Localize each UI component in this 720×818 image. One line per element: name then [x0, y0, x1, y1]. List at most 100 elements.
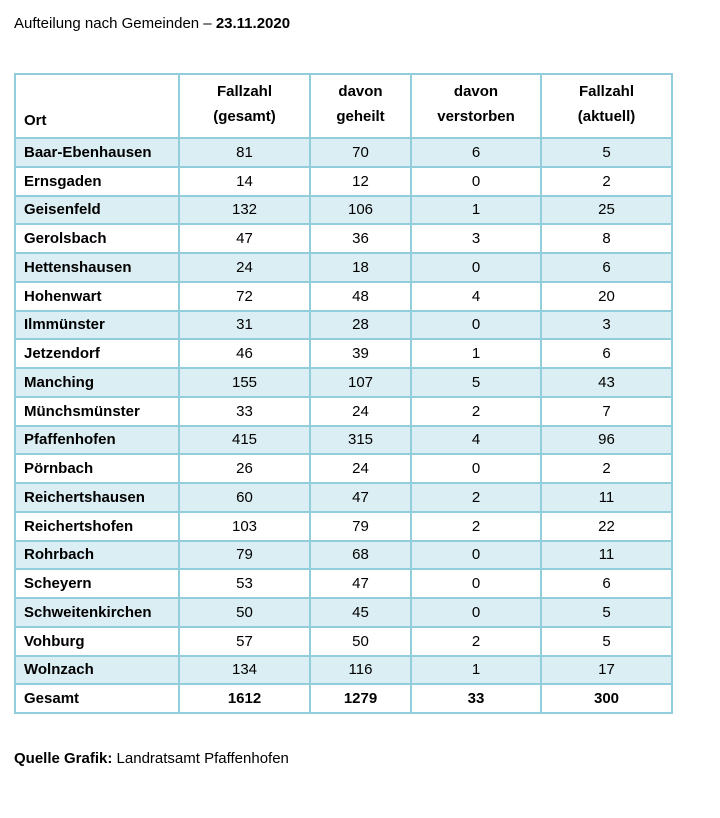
verstorben-cell: 2	[410, 510, 542, 542]
header-cell-verstorben: davon verstorben	[410, 73, 542, 139]
aktuell-cell: 96	[540, 424, 673, 456]
ort-cell: Pfaffenhofen	[14, 424, 180, 456]
cases-table: Ort Fallzahl (gesamt) davon geheilt davo…	[14, 73, 673, 714]
header-line: verstorben	[437, 108, 515, 125]
header-line: Fallzahl	[578, 83, 634, 100]
aktuell-cell: 17	[540, 654, 673, 686]
verstorben-cell: 1	[410, 654, 542, 686]
header-line: (aktuell)	[577, 108, 636, 125]
table-total-body: Gesamt 1612 1279 33 300	[14, 683, 673, 714]
aktuell-cell: 5	[540, 597, 673, 628]
verstorben-cell: 0	[410, 252, 542, 283]
verstorben-cell: 0	[410, 597, 542, 628]
gesamt-cell: 72	[178, 280, 311, 312]
table-row: Wolnzach 134 116 1 17	[14, 654, 673, 686]
geheilt-cell: 12	[309, 165, 412, 197]
geheilt-cell: 70	[309, 137, 412, 168]
table-row: Reichertshofen 103 79 2 22	[14, 510, 673, 542]
geheilt-cell: 24	[309, 453, 412, 484]
table-row: Schweitenkirchen 50 45 0 5	[14, 597, 673, 628]
page-title-date: 23.11.2020	[215, 15, 291, 32]
ort-cell: Reichertshofen	[14, 510, 180, 542]
table-row: Geisenfeld 132 106 1 25	[14, 194, 673, 226]
source-line: Quelle Grafik: Landratsamt Pfaffenhofen	[14, 749, 289, 769]
header-line: geheilt	[336, 108, 385, 125]
table-row: Jetzendorf 46 39 1 6	[14, 338, 673, 369]
geheilt-cell: 47	[309, 568, 412, 599]
geheilt-cell: 79	[309, 510, 412, 542]
table-row: Scheyern 53 47 0 6	[14, 568, 673, 599]
gesamt-cell: 46	[178, 338, 311, 369]
aktuell-cell: 2	[540, 165, 673, 197]
page-title-text: Aufteilung nach Gemeinden –	[14, 15, 212, 32]
table-row: Rohrbach 79 68 0 11	[14, 539, 673, 571]
aktuell-cell: 22	[540, 510, 673, 542]
geheilt-cell: 116	[309, 654, 412, 686]
verstorben-cell: 5	[410, 367, 542, 398]
aktuell-cell: 3	[540, 309, 673, 341]
verstorben-cell: 0	[410, 539, 542, 571]
table-body: Baar-Ebenhausen 81 70 6 5 Ernsgaden 14 12 0 2 Geis…	[14, 137, 673, 686]
aktuell-cell: 6	[540, 252, 673, 283]
ort-cell: Reichertshausen	[14, 482, 180, 513]
gesamt-cell: 103	[178, 510, 311, 542]
verstorben-cell: 0	[410, 568, 542, 599]
header-cell-ort: Ort	[14, 73, 180, 139]
ort-cell: Manching	[14, 367, 180, 398]
verstorben-cell: 0	[410, 165, 542, 197]
aktuell-cell: 43	[540, 367, 673, 398]
verstorben-cell: 4	[410, 280, 542, 312]
geheilt-cell: 24	[309, 395, 412, 427]
geheilt-cell: 18	[309, 252, 412, 283]
table-row: Hohenwart 72 48 4 20	[14, 280, 673, 312]
total-aktuell-cell: 300	[540, 683, 673, 714]
total-gesamt-cell: 1612	[178, 683, 311, 714]
header-cell-aktuell: Fallzahl (aktuell)	[540, 73, 673, 139]
header-row: Ort Fallzahl (gesamt) davon geheilt davo…	[14, 73, 673, 139]
total-row: Gesamt 1612 1279 33 300	[14, 683, 673, 714]
ort-cell: Rohrbach	[14, 539, 180, 571]
table-row: Manching 155 107 5 43	[14, 367, 673, 398]
page-title: Aufteilung nach Gemeinden – 23.11.2020	[14, 14, 290, 34]
gesamt-cell: 50	[178, 597, 311, 628]
geheilt-cell: 47	[309, 482, 412, 513]
gesamt-cell: 134	[178, 654, 311, 686]
table-row: Ernsgaden 14 12 0 2	[14, 165, 673, 197]
table-row: Vohburg 57 50 2 5	[14, 625, 673, 657]
gesamt-cell: 47	[178, 223, 311, 254]
ort-cell: Geisenfeld	[14, 194, 180, 226]
aktuell-cell: 5	[540, 625, 673, 657]
source-label: Quelle Grafik:	[14, 750, 113, 767]
gesamt-cell: 57	[178, 625, 311, 657]
table-row: Pörnbach 26 24 0 2	[14, 453, 673, 484]
ort-cell: Gerolsbach	[14, 223, 180, 254]
verstorben-cell: 2	[410, 395, 542, 427]
source-text: Landratsamt Pfaffenhofen	[116, 750, 289, 767]
aktuell-cell: 25	[540, 194, 673, 226]
header-line: (gesamt)	[213, 108, 276, 125]
table-row: Pfaffenhofen 415 315 4 96	[14, 424, 673, 456]
ort-cell: Baar-Ebenhausen	[14, 137, 180, 168]
gesamt-cell: 53	[178, 568, 311, 599]
header-line: davon	[338, 83, 383, 100]
gesamt-cell: 155	[178, 367, 311, 398]
verstorben-cell: 1	[410, 194, 542, 226]
verstorben-cell: 2	[410, 625, 542, 657]
gesamt-cell: 415	[178, 424, 311, 456]
geheilt-cell: 50	[309, 625, 412, 657]
verstorben-cell: 6	[410, 137, 542, 168]
aktuell-cell: 11	[540, 539, 673, 571]
ort-cell: Hohenwart	[14, 280, 180, 312]
header-cell-gesamt: Fallzahl (gesamt)	[178, 73, 311, 139]
ort-cell: Schweitenkirchen	[14, 597, 180, 628]
ort-cell: Jetzendorf	[14, 338, 180, 369]
verstorben-cell: 0	[410, 453, 542, 484]
total-geheilt-cell: 1279	[309, 683, 412, 714]
ort-cell: Ilmmünster	[14, 309, 180, 341]
table-header: Ort Fallzahl (gesamt) davon geheilt davo…	[14, 73, 673, 139]
table-row: Ilmmünster 31 28 0 3	[14, 309, 673, 341]
ort-cell: Ernsgaden	[14, 165, 180, 197]
ort-cell: Hettenshausen	[14, 252, 180, 283]
geheilt-cell: 48	[309, 280, 412, 312]
aktuell-cell: 6	[540, 568, 673, 599]
